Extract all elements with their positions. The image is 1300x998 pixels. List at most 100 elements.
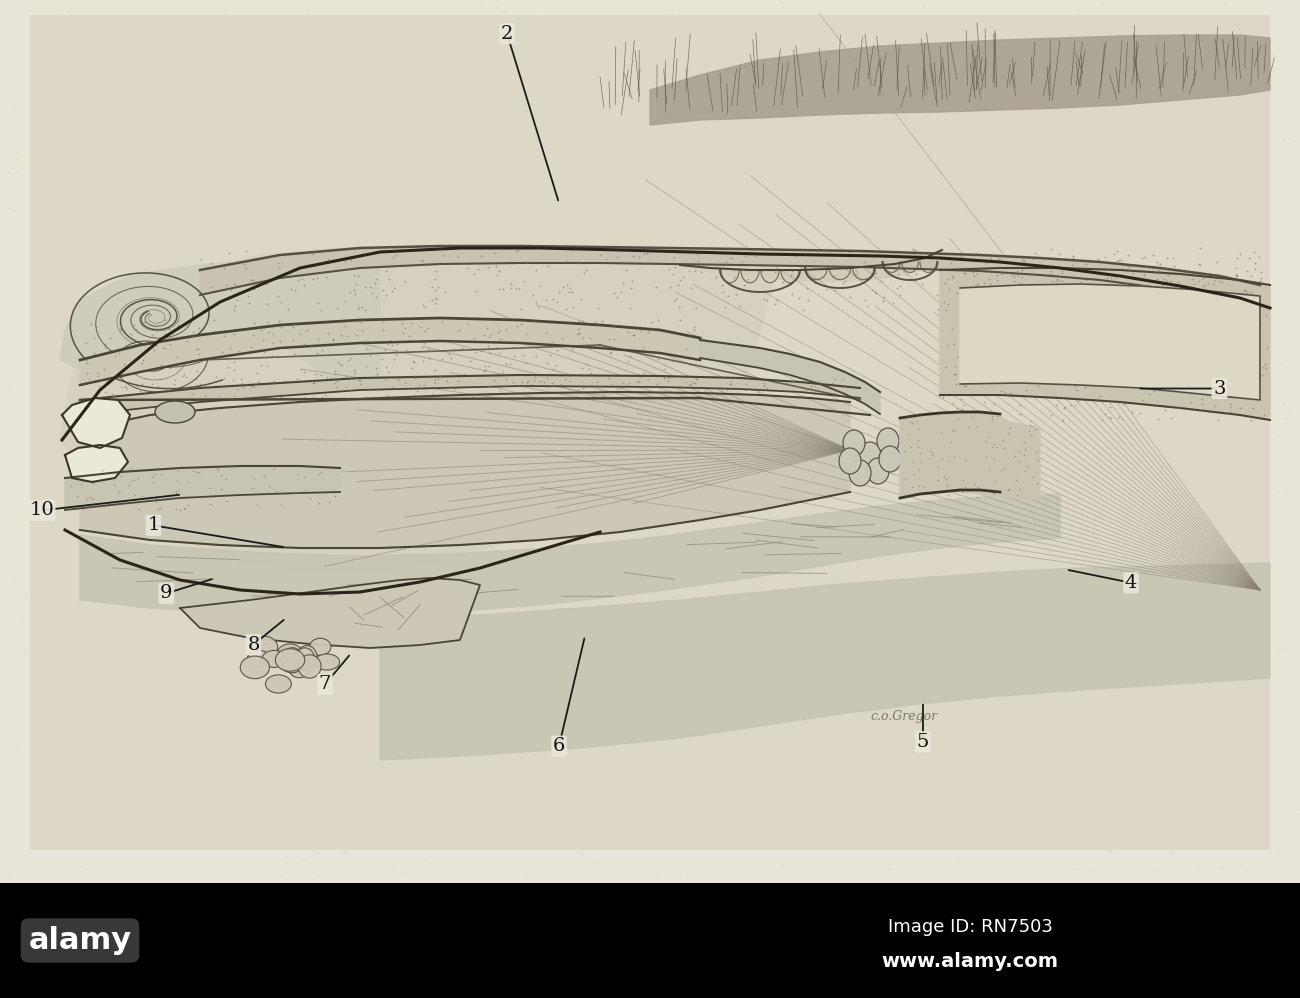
Point [378, 270, 399, 286]
Point [248, 374, 269, 390]
Point [658, 370, 679, 386]
Point [455, 366, 476, 382]
Point [950, 279, 971, 295]
Point [645, 278, 666, 294]
Point [1221, 271, 1241, 287]
Point [684, 322, 705, 338]
Point [537, 355, 558, 371]
Point [525, 262, 546, 278]
Point [979, 462, 1000, 478]
Point [952, 401, 972, 417]
Point [376, 263, 396, 279]
Point [1011, 268, 1032, 284]
Point [254, 320, 274, 336]
Point [338, 352, 359, 368]
Point [161, 489, 182, 505]
Point [1075, 379, 1096, 395]
Point [987, 408, 1008, 424]
Point [638, 371, 659, 387]
Point [954, 338, 975, 354]
Point [168, 348, 188, 364]
Point [380, 331, 400, 347]
Point [953, 378, 974, 394]
Point [1225, 290, 1245, 306]
Point [1187, 283, 1208, 299]
Point [906, 266, 927, 282]
Point [988, 283, 1009, 299]
Point [1249, 325, 1270, 341]
Point [309, 265, 330, 281]
Point [367, 366, 387, 382]
Point [599, 330, 620, 346]
Point [182, 463, 203, 479]
Point [967, 489, 988, 505]
Point [716, 254, 737, 270]
Point [1043, 340, 1063, 356]
Point [1249, 315, 1270, 331]
Point [538, 257, 559, 273]
Point [992, 349, 1013, 365]
Point [664, 259, 685, 275]
Point [168, 482, 188, 498]
Point [220, 340, 240, 356]
Point [244, 470, 265, 486]
Point [1131, 250, 1152, 266]
Point [1190, 346, 1210, 362]
Point [954, 452, 975, 468]
Point [99, 495, 120, 511]
Point [372, 321, 393, 337]
Point [909, 478, 930, 494]
Text: 1: 1 [147, 516, 160, 534]
Point [1054, 399, 1075, 415]
Point [529, 278, 550, 294]
Point [1030, 289, 1050, 305]
Point [757, 291, 777, 307]
Text: 8: 8 [247, 636, 260, 654]
Point [254, 468, 274, 484]
Point [948, 284, 968, 300]
Ellipse shape [879, 446, 901, 472]
Point [994, 303, 1015, 319]
Point [72, 476, 92, 492]
Point [585, 314, 606, 330]
Point [1208, 345, 1228, 361]
Point [595, 251, 616, 267]
Point [1041, 272, 1062, 288]
Point [341, 251, 361, 267]
Point [950, 261, 971, 277]
Point [529, 298, 550, 314]
Point [1065, 300, 1086, 316]
Point [1014, 447, 1035, 463]
Point [294, 276, 315, 292]
Point [248, 373, 269, 389]
Point [672, 268, 693, 284]
Point [150, 500, 170, 516]
Point [985, 439, 1006, 455]
Point [224, 301, 244, 317]
Point [798, 291, 819, 307]
Point [1109, 286, 1130, 302]
Point [1210, 320, 1231, 336]
Point [478, 337, 499, 353]
Point [946, 349, 967, 365]
Point [897, 246, 918, 261]
Point [1027, 282, 1048, 298]
Point [382, 283, 403, 299]
Point [1197, 348, 1218, 364]
Point [448, 373, 469, 389]
Point [764, 264, 785, 280]
Point [442, 341, 463, 357]
Point [1205, 271, 1226, 287]
Point [403, 352, 424, 368]
Point [857, 297, 878, 313]
Point [963, 307, 984, 323]
Polygon shape [959, 284, 1260, 400]
Point [941, 425, 962, 441]
Point [438, 346, 459, 362]
Point [922, 447, 942, 463]
Point [1187, 291, 1208, 307]
Point [367, 271, 387, 287]
Point [208, 462, 229, 478]
Point [1141, 348, 1162, 364]
Point [1205, 319, 1226, 335]
